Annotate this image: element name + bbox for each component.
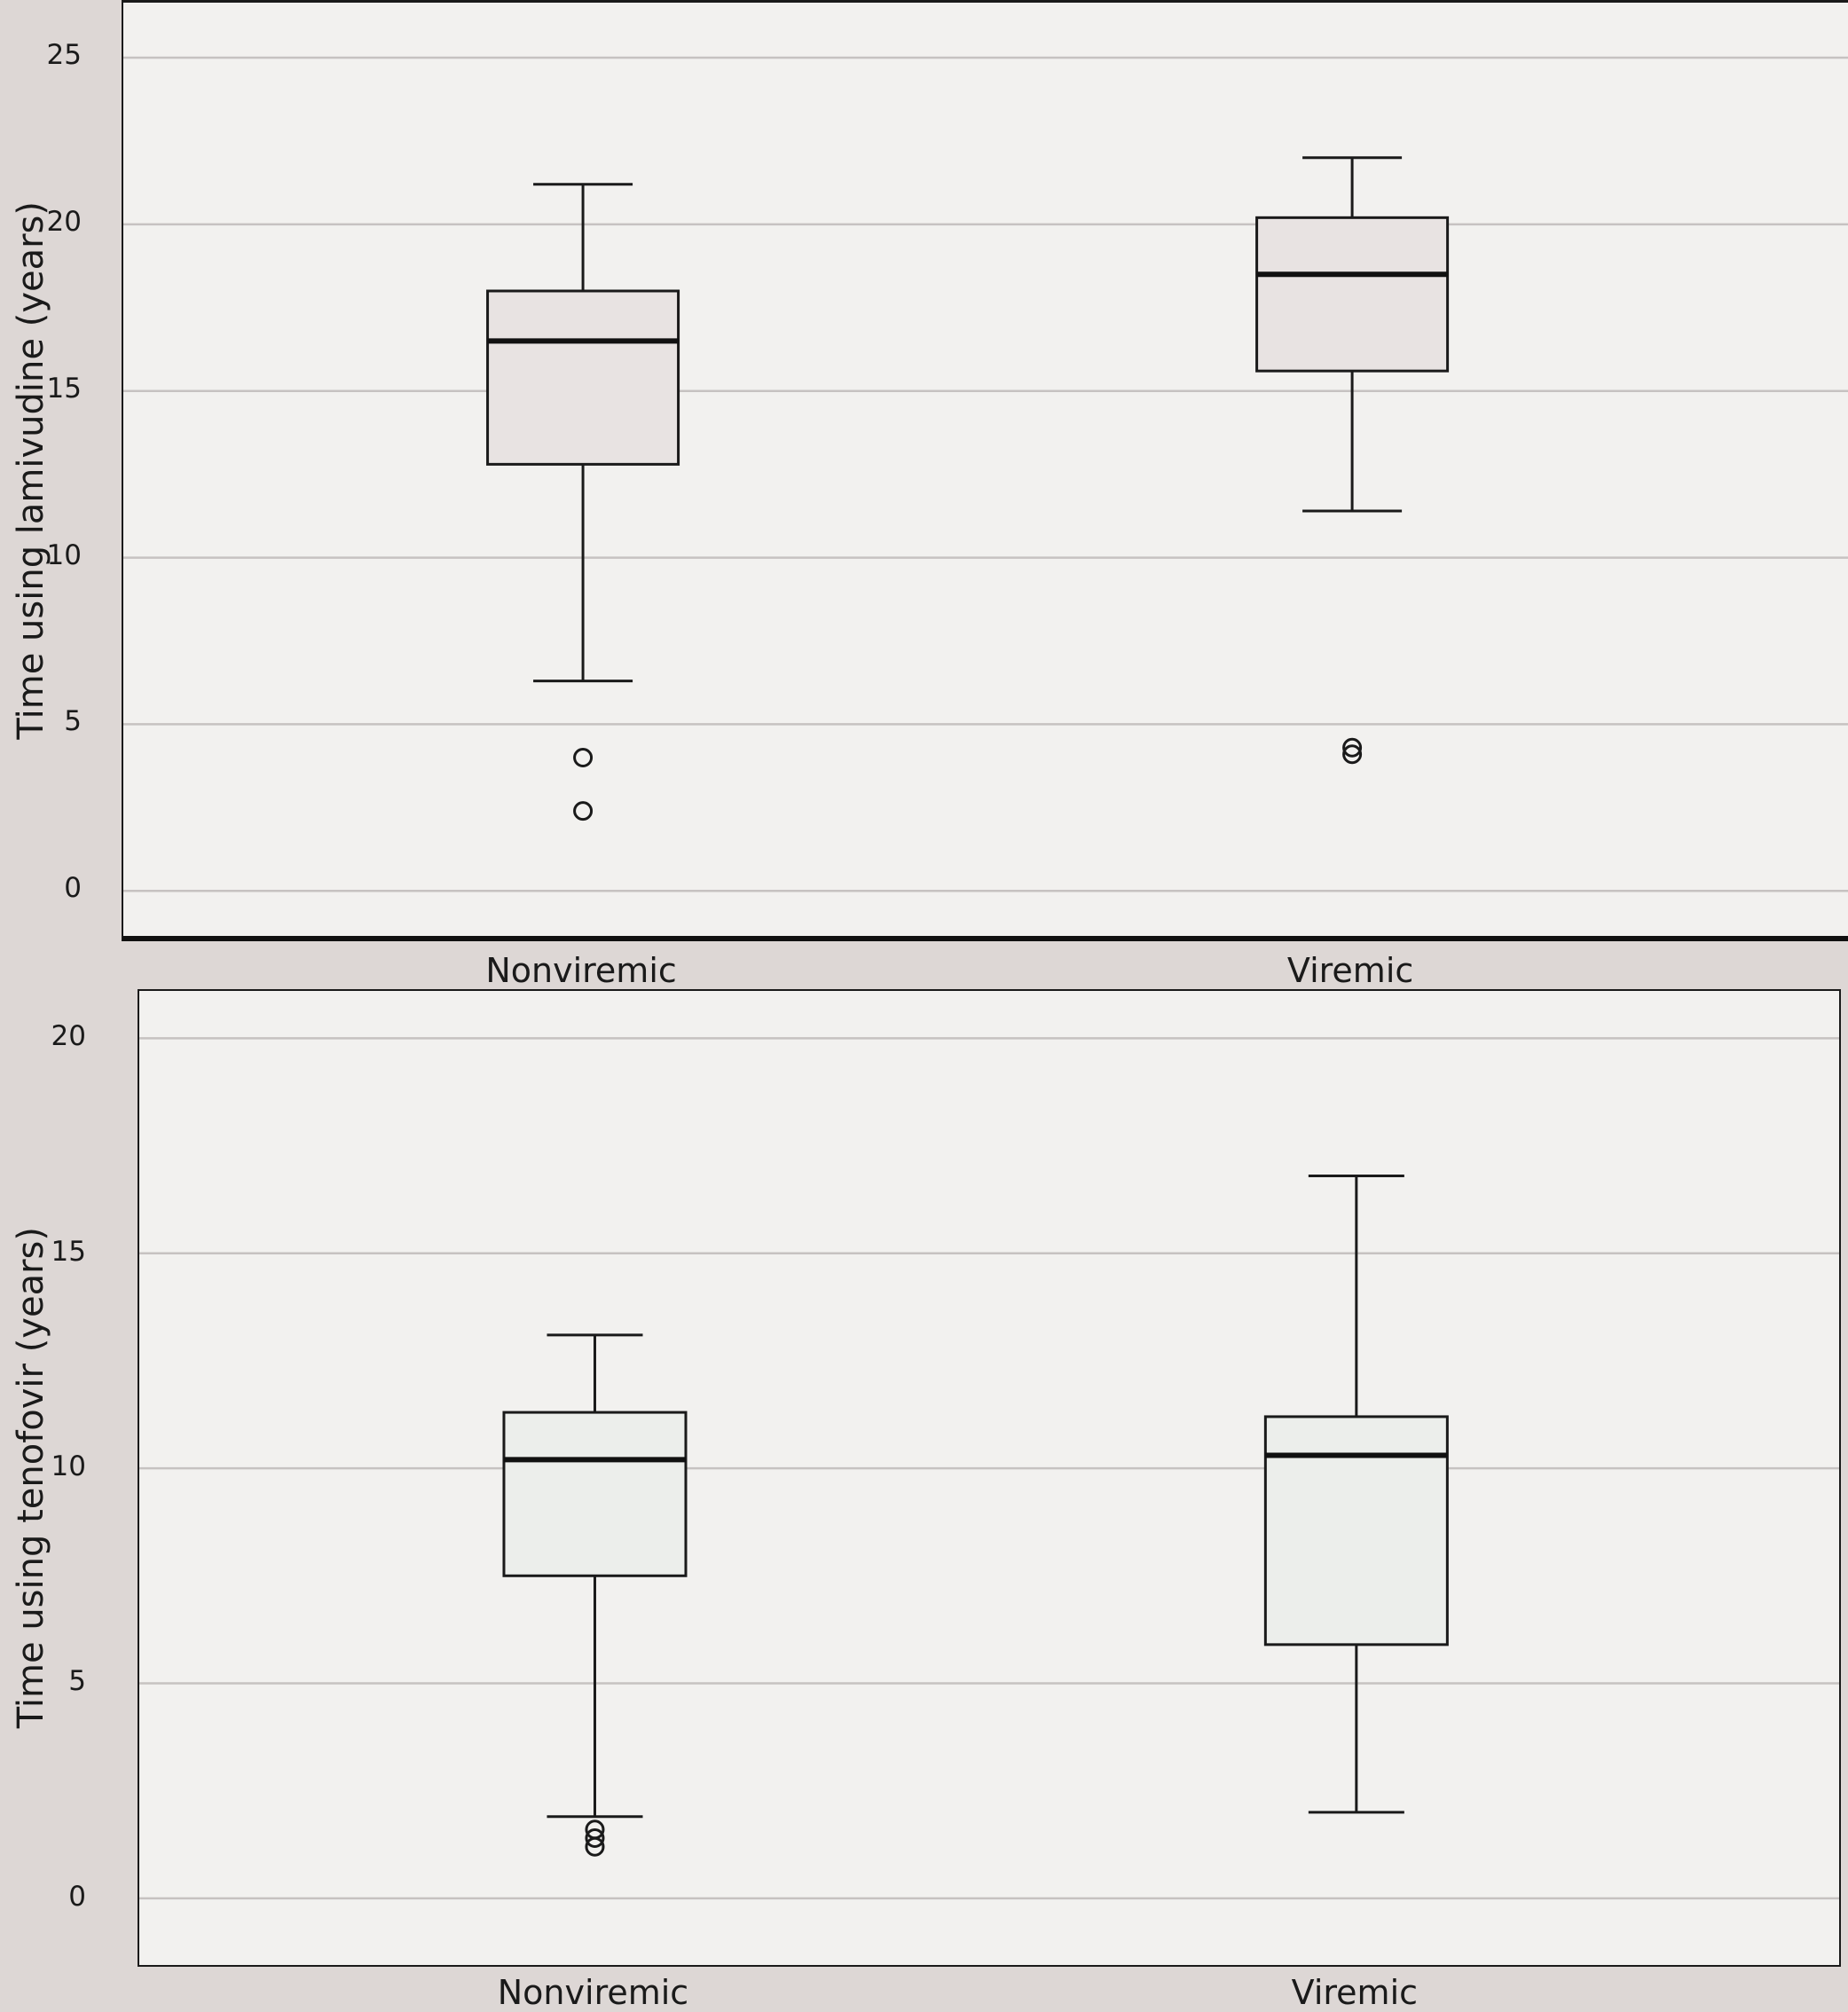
boxplot-lamivudine (123, 56, 1848, 892)
y-tick-label: 0 (64, 872, 82, 905)
y-axis-title-text: Time using lamivudine (years) (11, 201, 51, 740)
y-tick-label: 15 (46, 372, 82, 405)
x-category-label: Nonviremic (497, 1973, 689, 2012)
y-tick-label: 5 (64, 705, 82, 738)
boxplot-tenofovir (139, 1037, 1839, 1900)
x-category-label: Viremic (1286, 951, 1414, 990)
y-tick-label: 20 (46, 205, 82, 238)
y-tick-label: 25 (46, 38, 82, 71)
plot-area-tenofovir (138, 989, 1841, 1967)
y-tick-label: 10 (46, 538, 82, 571)
y-tick-label: 10 (51, 1450, 86, 1483)
y-tick-label: 15 (51, 1235, 86, 1268)
y-axis-title-lamivudine: Time using lamivudine (years) (0, 0, 62, 941)
x-category-label: Viremic (1291, 1973, 1419, 2012)
x-category-label: Nonviremic (485, 951, 677, 990)
plot-area-lamivudine (122, 0, 1848, 941)
y-tick-label: 0 (68, 1880, 86, 1913)
y-tick-label: 5 (68, 1665, 86, 1698)
y-tick-label: 20 (51, 1020, 86, 1053)
